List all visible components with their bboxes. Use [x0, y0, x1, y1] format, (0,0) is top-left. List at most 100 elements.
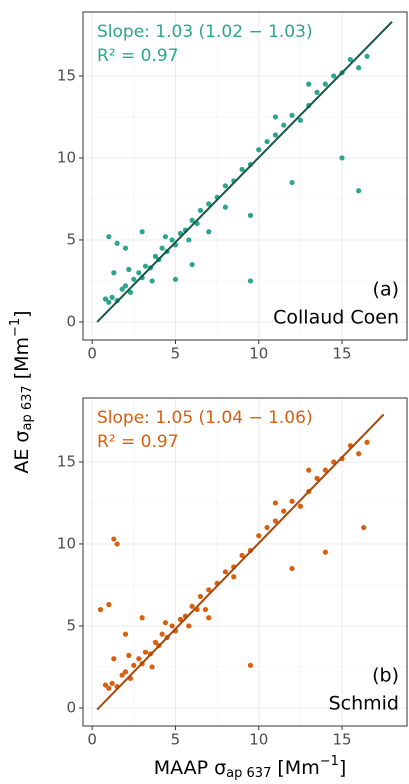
point — [322, 549, 328, 555]
point — [231, 574, 237, 580]
point — [239, 552, 245, 559]
slope-annotation: Slope: 1.03 (1.02 − 1.03) — [97, 22, 313, 42]
point — [356, 451, 362, 457]
fit-line — [96, 413, 385, 711]
x-tick-label: 0 — [87, 345, 97, 363]
point — [142, 263, 149, 269]
y-tick-label: 10 — [57, 534, 76, 552]
point — [136, 656, 142, 662]
point — [247, 212, 254, 218]
r2-annotation: R² = 0.97 — [97, 432, 179, 452]
point — [102, 682, 109, 688]
point — [189, 261, 195, 268]
point — [314, 89, 320, 95]
point — [106, 299, 112, 305]
point — [169, 237, 175, 243]
point — [109, 680, 115, 686]
point — [289, 112, 295, 118]
point — [206, 229, 212, 235]
point — [114, 240, 120, 246]
point — [126, 652, 132, 659]
point — [197, 593, 204, 600]
point — [139, 229, 145, 235]
point — [272, 518, 279, 524]
point — [162, 234, 169, 240]
point — [152, 253, 159, 259]
point — [136, 270, 142, 276]
point — [339, 155, 345, 161]
point — [122, 283, 129, 289]
x-tick-label: 10 — [249, 731, 268, 749]
point — [331, 73, 337, 79]
point — [119, 672, 125, 678]
point — [109, 294, 115, 300]
point — [356, 65, 362, 71]
point — [306, 467, 312, 473]
point — [149, 278, 155, 284]
point — [106, 602, 112, 608]
y-axis-label: AE σap 637 [Mm−1] — [8, 310, 35, 473]
point — [222, 569, 229, 575]
point — [281, 122, 287, 128]
point — [206, 201, 212, 207]
point — [222, 183, 229, 189]
point — [159, 631, 165, 637]
point — [314, 475, 320, 481]
x-tick-label: 10 — [249, 345, 268, 363]
point — [142, 649, 149, 655]
r2-annotation: R² = 0.97 — [97, 46, 179, 66]
point — [111, 536, 117, 542]
point — [159, 245, 165, 251]
point — [297, 503, 303, 509]
point — [186, 237, 192, 243]
y-tick-label: 10 — [57, 148, 76, 166]
point — [139, 615, 145, 621]
point — [272, 500, 279, 506]
y-tick-label: 15 — [57, 66, 76, 84]
x-axis-label: MAAP σap 637 [Mm−1] — [154, 754, 347, 781]
x-tick-label: 5 — [171, 731, 181, 749]
point — [289, 179, 295, 186]
point — [189, 217, 195, 223]
point — [111, 656, 117, 662]
point — [111, 270, 117, 276]
method-label: Collaud Coen — [273, 307, 399, 329]
point — [202, 606, 209, 613]
point — [162, 620, 169, 626]
point — [364, 53, 370, 59]
point — [102, 296, 109, 302]
point — [247, 278, 254, 284]
x-tick-label: 0 — [87, 731, 97, 749]
point — [197, 207, 204, 214]
x-tick-label: 5 — [171, 345, 181, 363]
point — [122, 245, 129, 251]
point — [177, 616, 184, 623]
point — [289, 565, 295, 572]
point — [361, 524, 367, 531]
fit-line — [96, 21, 393, 323]
y-tick-label: 5 — [66, 616, 76, 634]
point — [122, 669, 129, 675]
point — [364, 439, 370, 445]
point — [256, 533, 262, 539]
y-tick-label: 5 — [66, 230, 76, 248]
x-tick-label: 15 — [332, 731, 351, 749]
point — [131, 662, 137, 668]
point — [97, 606, 104, 613]
point — [152, 639, 159, 645]
slope-annotation: Slope: 1.05 (1.04 − 1.06) — [97, 408, 313, 428]
point — [281, 508, 287, 514]
y-tick-label: 0 — [66, 312, 76, 330]
point — [172, 276, 179, 282]
x-tick-label: 15 — [332, 345, 351, 363]
point — [122, 631, 129, 637]
point — [222, 204, 229, 210]
point — [239, 166, 245, 173]
panel-border — [82, 397, 408, 727]
point — [247, 662, 254, 668]
point — [322, 467, 328, 473]
point — [297, 117, 303, 123]
point — [272, 114, 279, 120]
panel-border — [82, 11, 408, 341]
